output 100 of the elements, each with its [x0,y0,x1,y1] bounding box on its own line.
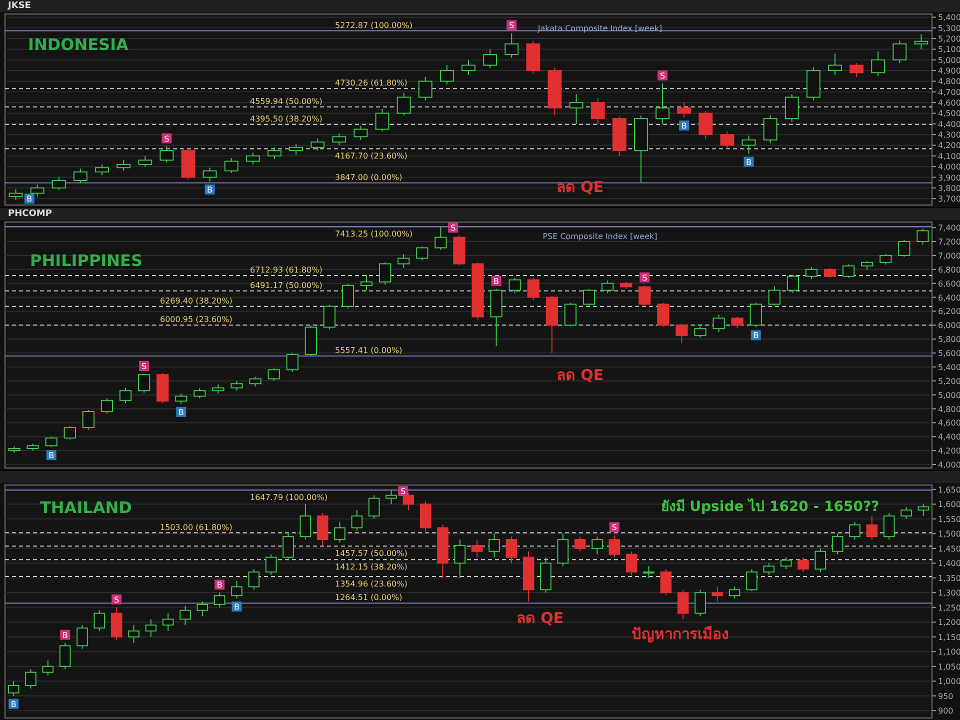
candlestick [914,34,928,50]
candlestick [698,110,713,140]
annotation: B [26,194,32,204]
y-tick-label: 1,500 [938,530,960,539]
candlestick [805,266,818,280]
candlestick [763,114,778,144]
annotation: B [178,408,184,417]
candlestick [574,536,586,552]
y-tick-label: 1,100 [938,648,960,657]
candlestick [504,32,519,58]
y-tick-label: 6,600 [938,279,960,288]
y-tick-label: 1,450 [938,544,960,554]
y-tick-label: 1,050 [938,662,960,672]
candlestick [506,536,518,564]
candlestick [300,504,312,540]
candlestick [316,512,328,546]
y-tick-label: 1,350 [938,574,960,583]
y-tick-label: 5,600 [938,349,960,358]
candlestick [368,494,380,520]
ref-line-label: 7413.25 (100.00%) [335,230,412,239]
candlestick [866,515,878,540]
candlestick [720,130,734,150]
y-tick-label: 4,300 [938,130,960,140]
candlestick [398,254,410,268]
candlestick [379,262,392,286]
annotation: S [142,362,147,371]
annotation: ลด QE [516,609,564,627]
candlestick [332,133,346,146]
candlestick [677,102,692,118]
annotation: B [753,331,759,340]
ref-line-label: 6712.93 (61.80%) [250,265,322,274]
ref-line-label: 4559.94 (50.00%) [250,96,322,106]
candlestick [59,642,71,670]
y-tick-label: 5,800 [938,335,960,344]
candlestick [310,138,325,152]
y-tick-label: 4,200 [938,141,960,150]
annotation: ปัญหาการเมือง [632,625,728,643]
candlestick [900,506,912,520]
y-tick-label: 1,400 [938,559,960,568]
candlestick [360,274,373,291]
candlestick [265,554,277,576]
y-tick-label: 5,000 [938,56,960,65]
y-tick-label: 1,300 [938,588,960,598]
candlestick [746,568,758,592]
ref-line-label: 4730.26 (61.80%) [335,78,408,88]
candlestick [676,323,688,344]
text: PHCOMP [8,209,52,219]
y-tick-label: 4,000 [938,460,960,470]
annotation: B [494,276,500,286]
candlestick [42,660,54,676]
y-tick-label: 1,000 [938,677,960,686]
candlestick [286,352,298,372]
candlestick [828,52,842,76]
candlestick [440,64,454,85]
candlestick [824,267,836,278]
ref-line-label: 5557.41 (0.00%) [335,346,402,355]
candlestick [590,98,605,124]
annotation: S [164,134,170,144]
text: JKSE [7,1,31,11]
candlestick [638,284,651,307]
candlestick [30,184,44,197]
candlestick [180,605,191,626]
candlestick [694,326,706,338]
text: PSE Composite Index [week] [542,232,658,241]
annotation: ลด QE [556,178,604,196]
candlestick [660,568,672,596]
candlestick [784,94,799,122]
candlestick [592,536,603,555]
candlestick [418,76,432,101]
candlestick [582,288,596,306]
annotation: B [207,186,213,195]
candlestick [138,373,150,394]
candlestick [677,589,689,620]
y-tick-label: 1,550 [938,514,960,524]
candlestick [694,589,706,617]
annotation: B [234,602,240,612]
candlestick [45,436,58,448]
candlestick [52,176,66,191]
candlestick [527,277,540,301]
candlestick [569,94,584,124]
candlestick [214,592,226,608]
ref-line-label: 6000.95 (23.60%) [160,315,232,324]
annotation: S [642,273,648,282]
candlestick [880,254,892,266]
candlestick [786,274,800,294]
y-tick-label: 5,000 [938,390,960,400]
y-tick-label: 5,200 [938,34,960,44]
y-tick-label: 5,400 [938,362,960,372]
ref-line-label: 1503.00 (61.80%) [160,522,232,532]
text: PHILIPPINES [30,251,142,270]
text: INDONESIA [28,35,130,54]
candlestick [175,392,188,404]
candlestick [898,240,910,258]
y-tick-label: 7,000 [938,251,960,260]
ref-line-label: 3847.00 (0.00%) [335,172,402,182]
candlestick [128,624,140,644]
annotation: S [612,523,617,532]
candlestick [483,48,498,69]
candlestick [842,264,855,278]
annotation: B [746,158,752,167]
